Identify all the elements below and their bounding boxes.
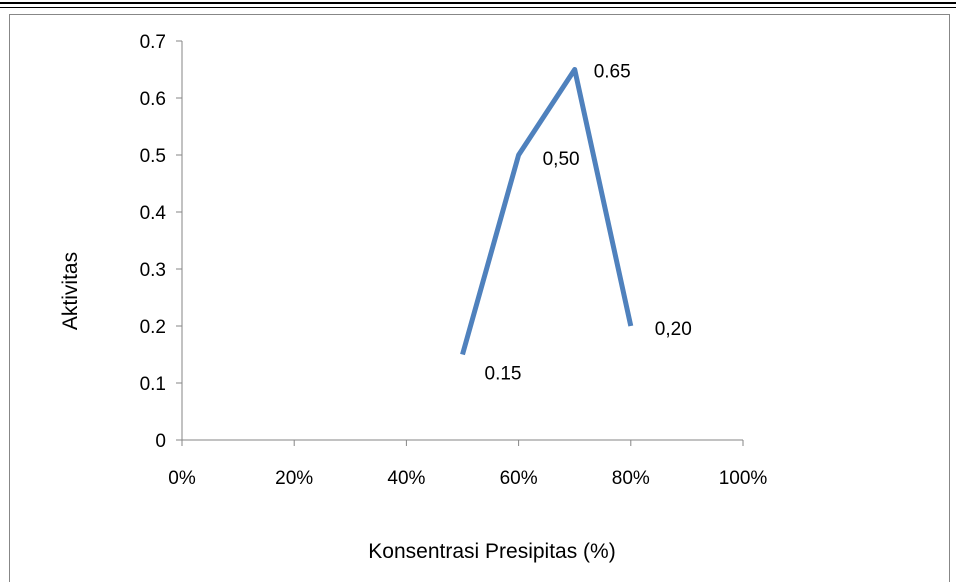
y-tick-label: 0 <box>155 431 166 452</box>
y-axis-title: Aktivitas <box>59 252 82 330</box>
y-tick-label: 0.3 <box>140 260 166 281</box>
data-label: 0,20 <box>655 319 692 340</box>
series-line <box>460 67 634 356</box>
chart-frame <box>9 14 950 582</box>
x-tick-label: 0% <box>168 468 196 489</box>
y-axis-ticks: 0 0.1 0.2 0.3 0.4 0.5 0.6 0.7 <box>140 32 182 452</box>
y-tick-label: 0.4 <box>140 203 167 224</box>
series-group <box>460 67 634 356</box>
data-labels: 0.15 0,50 0.65 0,20 <box>485 62 692 385</box>
x-axis-ticks: 0% 20% 40% 60% 80% 100% <box>168 440 767 489</box>
x-tick-label: 40% <box>387 468 425 489</box>
y-tick-label: 0.7 <box>140 32 166 53</box>
chart-axes <box>181 41 743 441</box>
page-rule-thin <box>0 7 956 8</box>
y-tick-label: 0.1 <box>140 374 166 395</box>
x-axis-title: Konsentrasi Presipitas (%) <box>368 540 615 563</box>
x-tick-label: 100% <box>719 468 768 489</box>
data-label: 0.15 <box>485 364 522 385</box>
data-label: 0.65 <box>594 62 631 83</box>
page-rule-thick <box>0 2 956 4</box>
y-tick-label: 0.6 <box>140 89 166 110</box>
x-tick-label: 80% <box>612 468 650 489</box>
x-tick-label: 60% <box>500 468 538 489</box>
y-tick-label: 0.2 <box>140 317 166 338</box>
data-label: 0,50 <box>543 149 580 170</box>
y-tick-label: 0.5 <box>140 146 166 167</box>
x-tick-label: 20% <box>275 468 313 489</box>
